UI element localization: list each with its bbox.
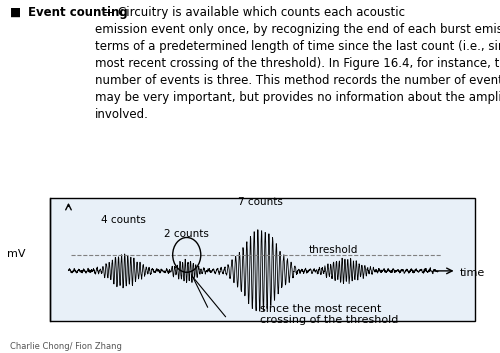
Y-axis label: mV: mV — [7, 250, 25, 259]
Text: Charlie Chong/ Fion Zhang: Charlie Chong/ Fion Zhang — [10, 342, 122, 351]
Text: ■: ■ — [10, 6, 29, 19]
Text: 4 counts: 4 counts — [102, 215, 146, 225]
Text: 2 counts: 2 counts — [164, 229, 209, 239]
Text: — Circuitry is available which counts each acoustic
emission event only once, by: — Circuitry is available which counts ea… — [95, 6, 500, 121]
Text: 7 counts: 7 counts — [238, 197, 283, 207]
Text: threshold: threshold — [308, 245, 358, 255]
Text: since the most recent
crossing of the threshold: since the most recent crossing of the th… — [260, 304, 398, 325]
Text: time: time — [460, 268, 485, 278]
Text: Event counting: Event counting — [28, 6, 127, 19]
